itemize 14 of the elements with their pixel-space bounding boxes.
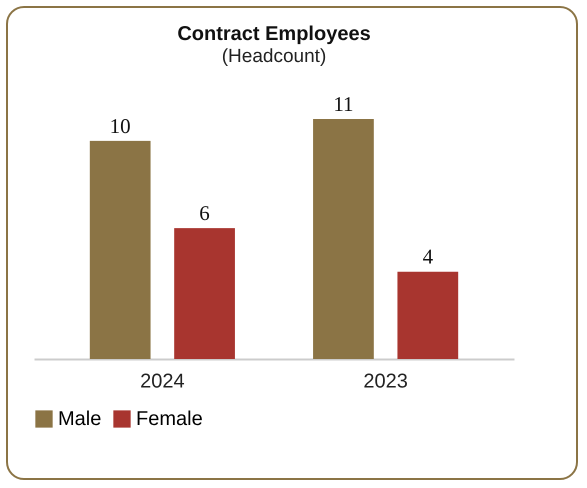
- bar: [174, 228, 235, 359]
- bar: [397, 272, 458, 359]
- bar: [90, 140, 151, 359]
- x-tick-label: 2023: [363, 370, 408, 392]
- data-label: 6: [199, 201, 210, 226]
- chart-title: Contract Employees: [177, 23, 371, 45]
- data-label: 11: [333, 92, 354, 116]
- x-tick-label: 2024: [140, 370, 185, 392]
- legend-label: Female: [136, 408, 203, 430]
- bar: [313, 119, 374, 359]
- chart-subtitle: (Headcount): [222, 46, 326, 67]
- legend-label: Male: [58, 408, 102, 430]
- data-label: 10: [110, 114, 131, 138]
- data-label: 4: [422, 244, 434, 269]
